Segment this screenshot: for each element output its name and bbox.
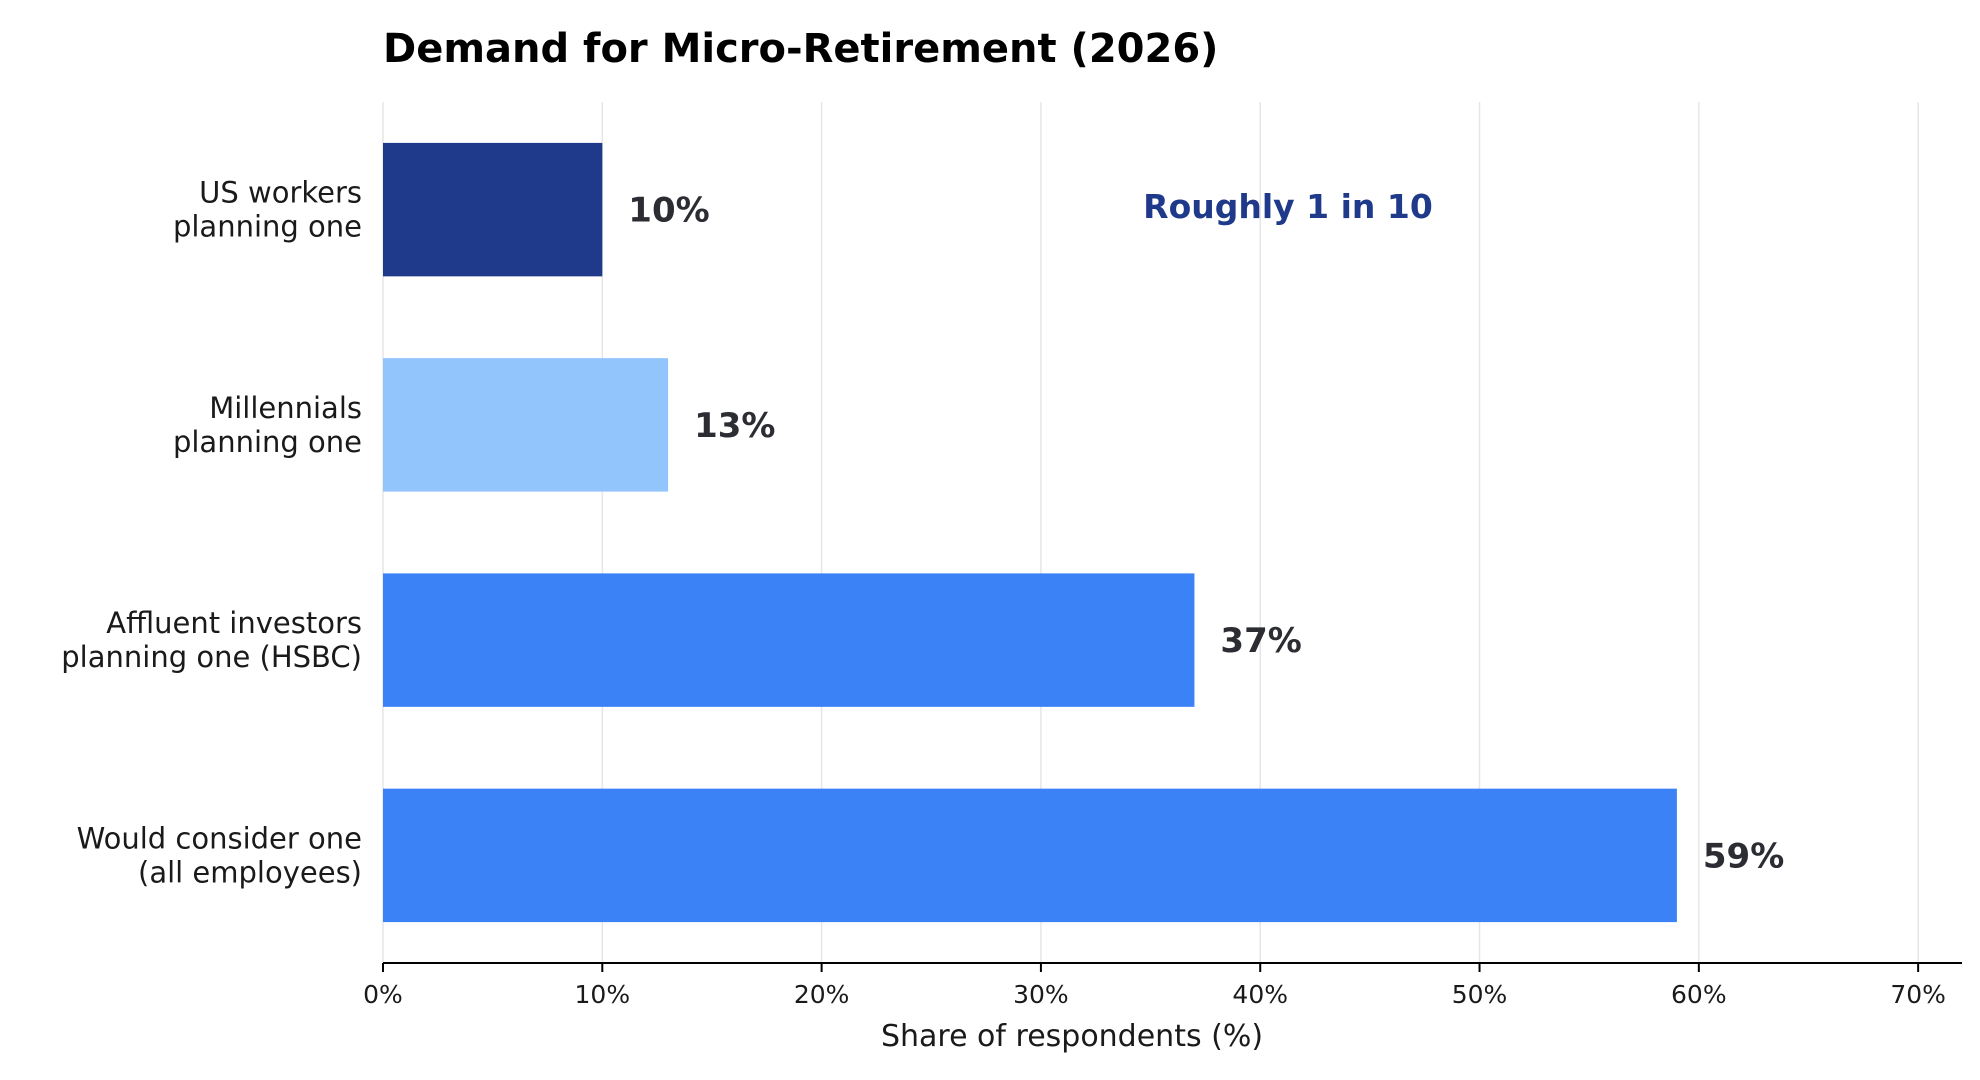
bar (383, 788, 1677, 923)
category-label: planning one (HSBC) (61, 640, 362, 674)
category-label: Would consider one (77, 821, 362, 855)
x-tick-label: 30% (1013, 980, 1069, 1009)
value-label: 59% (1703, 836, 1784, 876)
bars (383, 142, 1677, 923)
annotation-text: Roughly 1 in 10 (1143, 187, 1433, 226)
x-tick-label: 60% (1671, 980, 1727, 1009)
x-tick-label: 70% (1890, 980, 1946, 1009)
x-axis: 0% 10% 20% 30% 40% 50% 60% 70% (363, 962, 1962, 1009)
value-label: 13% (694, 406, 775, 446)
category-label: planning one (173, 425, 362, 459)
category-label: US workers (199, 176, 362, 210)
bar (383, 573, 1195, 707)
bar (383, 358, 669, 492)
x-tick-label: 40% (1232, 980, 1288, 1009)
chart-title: Demand for Micro-Retirement (2026) (383, 26, 1218, 72)
x-tick-label: 50% (1452, 980, 1508, 1009)
category-label: (all employees) (138, 855, 362, 889)
category-label: Affluent investors (106, 606, 362, 640)
value-label: 37% (1220, 621, 1301, 661)
x-axis-label: Share of respondents (%) (881, 1019, 1263, 1054)
x-tick-label: 20% (794, 980, 850, 1009)
category-label: Millennials (209, 391, 362, 425)
category-label: planning one (173, 210, 362, 244)
x-tick-label: 10% (575, 980, 631, 1009)
value-label: 10% (628, 191, 709, 231)
x-tick-label: 0% (363, 980, 403, 1009)
bar (383, 142, 603, 277)
